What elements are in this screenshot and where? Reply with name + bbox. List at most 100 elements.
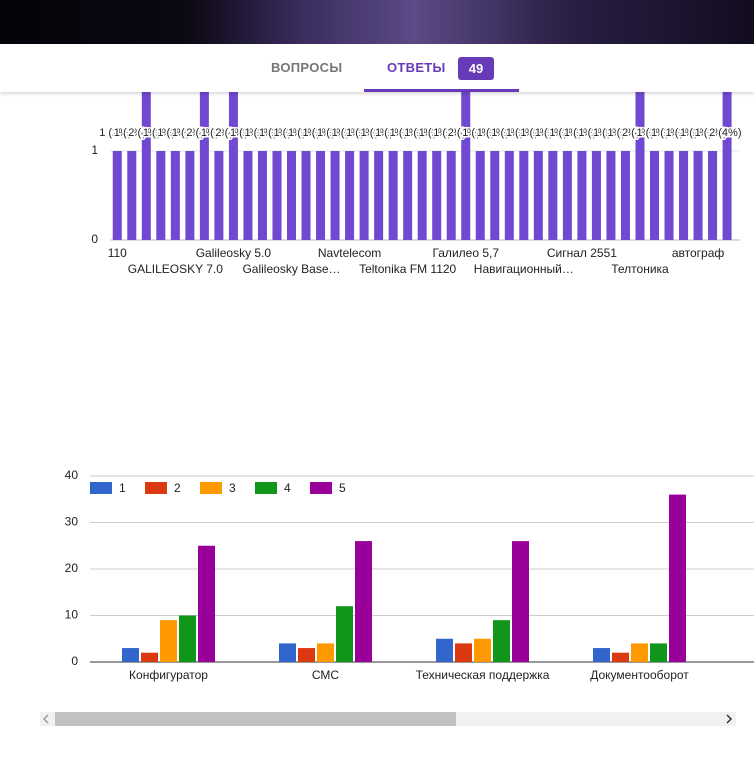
bar — [612, 652, 629, 662]
data-label: 1 (2%) — [477, 127, 509, 139]
data-label: 1 (2%) — [593, 127, 625, 139]
legend-swatch — [200, 482, 222, 494]
x-tick-label: Конфигуратор — [129, 668, 208, 682]
bar — [243, 151, 253, 240]
data-label: 1 (2%) — [404, 127, 436, 139]
x-tick-label: Галилео 5,7 — [432, 246, 499, 260]
scroll-right[interactable] — [726, 714, 733, 724]
data-label: 2 (4%) — [215, 127, 247, 139]
bar — [650, 643, 667, 662]
y-tick-label: 40 — [65, 468, 79, 482]
data-label: 1 (2%) — [143, 127, 175, 139]
bar — [548, 151, 558, 240]
bar — [436, 638, 453, 662]
bar — [722, 62, 732, 240]
bar — [474, 638, 491, 662]
legend-label: 1 — [119, 481, 126, 495]
data-label: 1 (2%) — [375, 127, 407, 139]
data-label: 1 (2%) — [651, 127, 683, 139]
tab-bar: ВОПРОСЫ ОТВЕТЫ 49 — [0, 44, 754, 92]
scroll-left[interactable] — [42, 714, 49, 724]
x-tick-label: Navtelecom — [318, 246, 381, 260]
data-label: 1 (2%) — [303, 127, 335, 139]
bar — [160, 620, 177, 662]
data-label: 1 (2%) — [680, 127, 712, 139]
x-tick-label: GALILEOSKY 7.0 — [128, 262, 223, 276]
y-tick-label: 0 — [91, 232, 98, 246]
data-label: 1 (2%) — [244, 127, 276, 139]
data-label: 1 (2%) — [317, 127, 349, 139]
bar — [446, 151, 456, 240]
data-label: 1 (2%) — [607, 127, 639, 139]
bar — [141, 62, 151, 240]
data-label: 1 (2%) — [564, 127, 596, 139]
legend-label: 4 — [284, 481, 291, 495]
y-tick-label: 30 — [65, 515, 79, 529]
bar — [631, 643, 648, 662]
x-tick-label: Техническая поддержка — [416, 668, 550, 682]
bar — [214, 151, 224, 240]
data-label: 1 (2%) — [419, 127, 451, 139]
data-label: 1 (2%) — [361, 127, 393, 139]
bar — [179, 615, 196, 662]
tab-indicator — [364, 89, 519, 92]
bar — [156, 151, 166, 240]
bar — [708, 151, 718, 240]
bar — [669, 494, 686, 662]
bar — [591, 151, 601, 240]
x-tick-label: Телтоника — [611, 262, 669, 276]
data-label: 1 (2%) — [578, 127, 610, 139]
bar — [403, 151, 413, 240]
tab-answers[interactable]: ОТВЕТЫ — [387, 60, 446, 75]
x-tick-label: Документооборот — [590, 668, 689, 682]
x-tick-label: Galileosky 5.0 — [196, 246, 272, 260]
data-label: 1 (2%) — [390, 127, 422, 139]
bar — [359, 151, 369, 240]
data-label: 1 (2%) — [99, 127, 131, 139]
x-tick-label: автограф — [672, 246, 725, 260]
tab-questions[interactable]: ВОПРОСЫ — [271, 60, 343, 75]
bar — [374, 151, 384, 240]
data-label: 1 (2%) — [332, 127, 364, 139]
bar — [279, 643, 296, 662]
data-label: 2 (4%) — [186, 127, 218, 139]
bar — [432, 151, 442, 240]
y-tick-label: 10 — [65, 608, 79, 622]
data-label: 1 (2%) — [172, 127, 204, 139]
data-label: 2 (4%) — [128, 127, 160, 139]
data-label: 1 (2%) — [520, 127, 552, 139]
bar — [461, 62, 471, 240]
scrollbar-thumb[interactable] — [55, 712, 456, 726]
bar — [493, 620, 510, 662]
data-label: 1 (2%) — [506, 127, 538, 139]
data-label: 1 (2%) — [433, 127, 465, 139]
data-label: 1 (2%) — [637, 127, 669, 139]
data-label: 2 (4%) — [448, 127, 480, 139]
bar — [141, 652, 158, 662]
bar — [127, 151, 137, 240]
data-label: 1 (2%) — [274, 127, 306, 139]
y-tick-label: 1 — [91, 143, 98, 157]
bar — [650, 151, 659, 240]
bar — [693, 151, 703, 240]
data-label: 1 (2%) — [259, 127, 291, 139]
x-tick-label: СМС — [312, 668, 340, 682]
bar — [287, 151, 296, 240]
y-tick-label: 0 — [71, 654, 78, 668]
bar — [345, 151, 355, 240]
legend-swatch — [90, 482, 112, 494]
bar — [679, 151, 689, 240]
y-tick-label: 20 — [65, 561, 79, 575]
bar — [512, 541, 529, 662]
legend-label: 5 — [339, 481, 346, 495]
bar — [577, 151, 587, 240]
data-label: 1 (2%) — [462, 127, 494, 139]
bar — [122, 648, 139, 662]
bar — [198, 545, 215, 662]
legend-swatch — [310, 482, 332, 494]
bar — [620, 151, 630, 240]
data-label: 2 (4%) — [709, 127, 741, 139]
x-tick-label: 110 — [108, 246, 127, 260]
bar — [185, 151, 195, 240]
